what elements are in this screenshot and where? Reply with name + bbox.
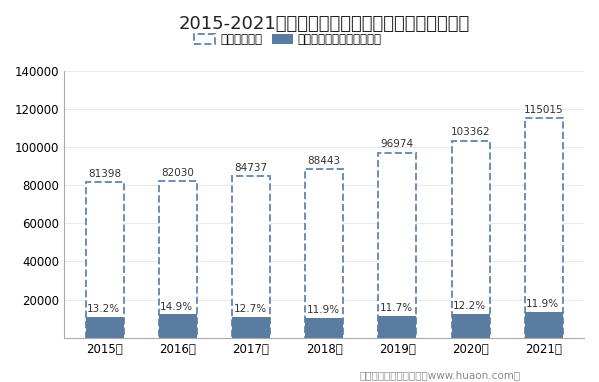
Text: 11.7%: 11.7% (380, 303, 413, 313)
Title: 2015-2021年浙江省企业数量及电子商务企业占比图: 2015-2021年浙江省企业数量及电子商务企业占比图 (179, 15, 470, 33)
Legend: 企业数（个）, 有电子商务交易活动的企业: 企业数（个）, 有电子商务交易活动的企业 (189, 29, 386, 51)
Text: 82030: 82030 (161, 168, 194, 178)
Bar (305, 169, 343, 338)
Text: 13.2%: 13.2% (87, 304, 120, 314)
Text: 11.9%: 11.9% (526, 299, 559, 309)
Text: 96974: 96974 (381, 139, 414, 149)
Text: 14.9%: 14.9% (161, 301, 193, 311)
Bar (232, 176, 270, 338)
Bar (525, 118, 563, 338)
Text: 84737: 84737 (234, 163, 268, 173)
Bar (452, 314, 489, 338)
Bar (452, 141, 489, 338)
Bar (525, 312, 563, 338)
Text: 88443: 88443 (308, 155, 341, 165)
Bar (86, 183, 123, 338)
Bar (159, 314, 197, 338)
Text: 81398: 81398 (88, 169, 121, 179)
Text: 制图：华经产业研究院（www.huaon.com）: 制图：华经产业研究院（www.huaon.com） (359, 370, 521, 380)
Text: 103362: 103362 (450, 127, 491, 137)
Bar (86, 317, 123, 338)
Bar (379, 316, 416, 338)
Text: 11.9%: 11.9% (307, 305, 340, 315)
Text: 12.7%: 12.7% (234, 304, 267, 314)
Bar (379, 153, 416, 338)
Text: 12.2%: 12.2% (453, 301, 486, 311)
Text: 115015: 115015 (524, 105, 564, 115)
Bar (305, 317, 343, 338)
Bar (159, 181, 197, 338)
Bar (232, 317, 270, 338)
